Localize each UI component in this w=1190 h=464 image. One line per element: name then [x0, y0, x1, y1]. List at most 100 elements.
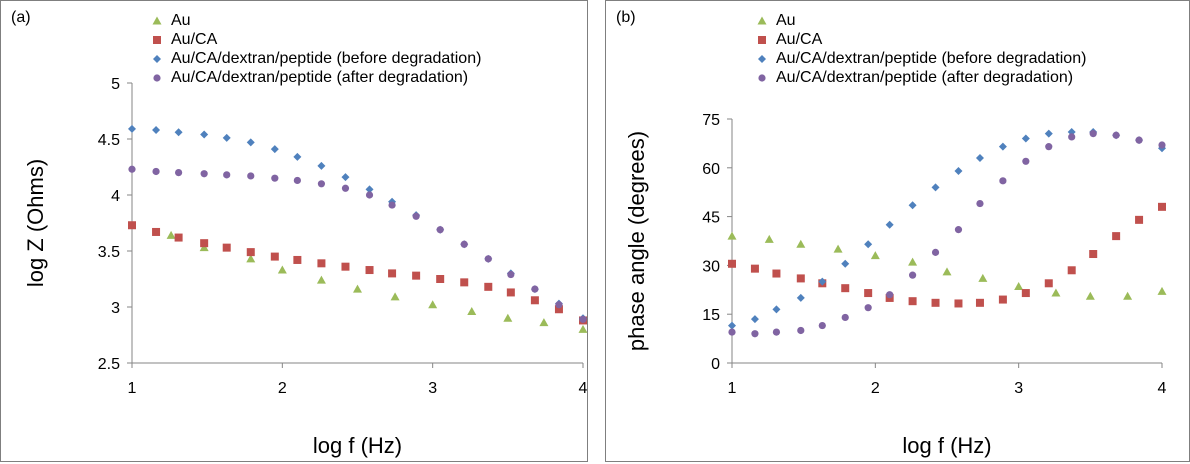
data-point: [246, 254, 256, 263]
y-tick-label: 3: [111, 300, 120, 317]
y-tick-label: 4.5: [98, 132, 120, 149]
chart-panel-b: (b) Au Au/CA Au/CA/dextran/peptide (before…: [605, 0, 1190, 462]
data-point: [270, 252, 279, 261]
data-point: [886, 291, 894, 299]
y-tick-label: 30: [702, 258, 720, 275]
data-point: [507, 270, 515, 279]
data-point: [428, 300, 438, 309]
data-point: [484, 255, 492, 263]
circle-marker-icon: [754, 72, 770, 84]
data-point: [796, 293, 805, 302]
data-point: [316, 275, 326, 284]
data-point: [365, 191, 374, 199]
legend-a: Au Au/CA Au/CA/dextran/peptide (before deg…: [149, 11, 481, 87]
triangle-marker-icon: [754, 15, 770, 27]
legend-item: Au: [754, 11, 1086, 30]
data-point: [772, 328, 781, 336]
data-point: [1044, 129, 1053, 138]
data-point: [750, 315, 759, 324]
data-point: [554, 305, 563, 314]
data-point: [365, 185, 374, 194]
y-tick-label: 0: [711, 356, 720, 373]
panel-label-a: (a): [11, 9, 31, 26]
data-point: [128, 221, 136, 230]
data-point: [200, 170, 208, 178]
legend-label: Au: [171, 11, 191, 29]
legend-marker-shape: [758, 54, 766, 63]
data-point: [1135, 136, 1143, 144]
data-point: [833, 244, 843, 253]
data-point: [222, 243, 231, 252]
data-point: [931, 183, 940, 192]
data-point: [175, 169, 183, 177]
data-point: [728, 321, 736, 330]
chart-panel-a: (a) Au Au/CA Au/CA/dextran/peptide (before…: [0, 0, 588, 462]
y-tick-label: 45: [702, 210, 720, 227]
data-point: [530, 296, 539, 305]
y-tick-label: 3.5: [98, 244, 120, 261]
data-point: [908, 297, 917, 306]
x-tick-label: 4: [1158, 380, 1167, 397]
data-point: [436, 226, 444, 234]
data-point: [353, 284, 362, 293]
data-point: [796, 274, 805, 283]
data-point: [388, 269, 397, 278]
data-point: [841, 313, 849, 322]
data-point: [1067, 266, 1076, 275]
y-axis-title: log Z (Ohms): [23, 159, 48, 287]
data-point: [841, 284, 850, 293]
legend-item: Au/CA/dextran/peptide (after degradation…: [754, 68, 1086, 87]
data-point: [341, 184, 350, 192]
data-point: [247, 172, 255, 180]
legend-item: Au/CA: [149, 30, 481, 49]
data-point: [460, 278, 469, 287]
y-tick-label: 5: [111, 76, 120, 93]
x-tick-label: 1: [128, 380, 137, 397]
data-point: [764, 234, 774, 243]
square-marker-icon: [754, 34, 770, 46]
data-point: [152, 227, 161, 236]
data-point: [293, 176, 301, 185]
data-point: [1085, 291, 1095, 300]
data-point: [270, 145, 279, 154]
data-point: [1089, 250, 1098, 259]
data-point: [1112, 232, 1121, 241]
data-point: [578, 324, 588, 333]
data-point: [908, 257, 918, 266]
data-point: [870, 251, 880, 260]
data-point: [128, 165, 136, 173]
data-point: [1021, 289, 1030, 298]
data-point: [818, 321, 826, 330]
data-point: [1021, 134, 1030, 143]
legend-marker-shape: [153, 73, 161, 82]
data-point: [484, 282, 493, 291]
data-point: [1068, 133, 1076, 141]
data-point: [954, 167, 963, 176]
data-point: [293, 152, 302, 161]
data-point: [975, 154, 984, 163]
diamond-marker-icon: [754, 53, 770, 65]
data-point: [772, 305, 781, 314]
data-point: [908, 201, 917, 210]
data-point: [555, 301, 563, 309]
data-point: [975, 298, 984, 307]
data-point: [293, 255, 302, 264]
data-point: [200, 239, 209, 248]
data-point: [954, 299, 963, 308]
data-point: [1051, 288, 1061, 297]
data-point: [1022, 157, 1030, 165]
data-point: [728, 328, 736, 336]
data-point: [317, 161, 326, 170]
data-point: [166, 230, 176, 239]
data-point: [531, 285, 539, 293]
legend-label: Au: [776, 11, 796, 29]
data-point: [174, 233, 183, 242]
data-point: [1014, 282, 1024, 291]
data-point: [999, 177, 1007, 185]
data-point: [388, 201, 396, 209]
data-point: [277, 265, 287, 274]
data-point: [931, 298, 940, 307]
data-point: [539, 318, 549, 327]
data-point: [412, 271, 421, 280]
data-point: [341, 173, 350, 182]
